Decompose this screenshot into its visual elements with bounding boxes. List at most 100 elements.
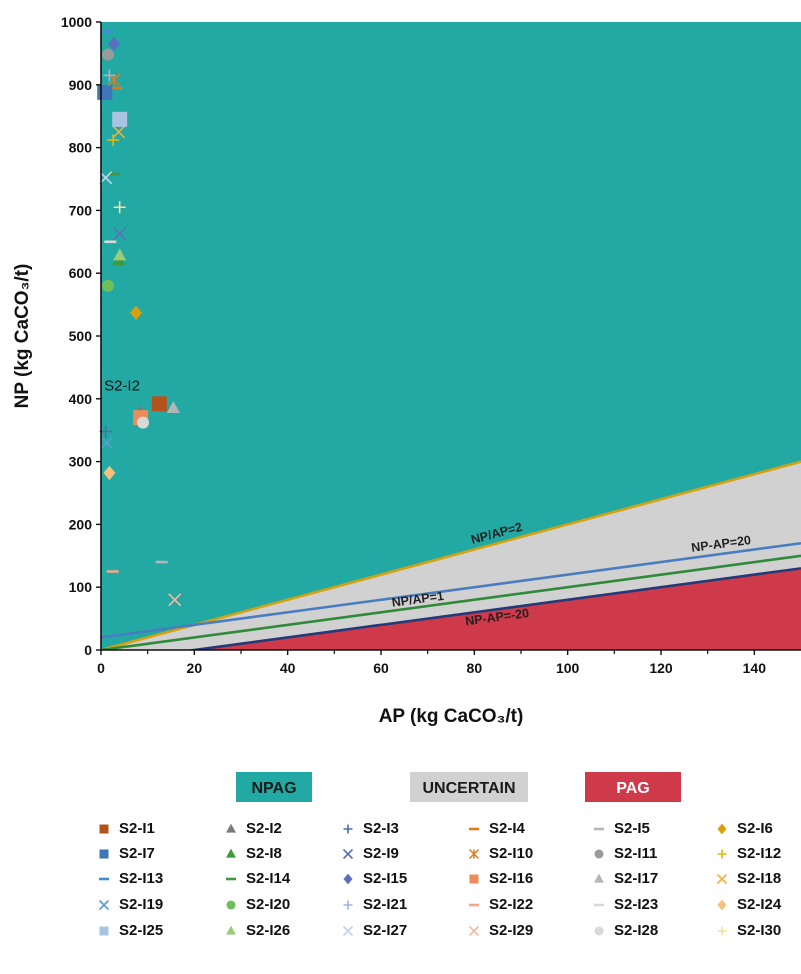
- y-tick-label: 400: [69, 391, 93, 407]
- legend-item-s2-i18: S2-I18: [716, 870, 781, 887]
- legend-marker: [717, 823, 727, 835]
- legend-item-s2-i25: S2-I25: [99, 922, 163, 939]
- point-s2-i26: [113, 248, 127, 261]
- legend-item-s2-i29: S2-I29: [468, 922, 533, 939]
- legend-item-s2-i19: S2-I19: [98, 896, 163, 913]
- legend-marker: [342, 925, 354, 937]
- point-s2-i24: [103, 465, 116, 481]
- legend-marker: [342, 848, 354, 860]
- legend-item-s2-i9: S2-I9: [342, 845, 399, 862]
- legend-label: S2-I7: [119, 845, 155, 862]
- point-s2-i15: [108, 36, 121, 52]
- legend-label: S2-I10: [489, 845, 533, 862]
- legend-label: S2-I25: [119, 922, 163, 939]
- y-tick-label: 600: [69, 265, 93, 281]
- legend-label: S2-I26: [246, 922, 290, 939]
- legend-marker: [99, 824, 109, 834]
- legend-label: S2-I12: [737, 845, 781, 862]
- legend-label: S2-I6: [737, 820, 773, 837]
- legend-label: S2-I21: [363, 896, 407, 913]
- y-tick-label: 500: [69, 328, 93, 344]
- legend-marker: [594, 926, 604, 936]
- legend-label: S2-I15: [363, 870, 407, 887]
- legend-item-s2-i11: S2-I11: [594, 845, 657, 862]
- legend-item-s2-i27: S2-I27: [342, 922, 407, 939]
- point-s2-i12: [107, 134, 120, 147]
- legend-marker: [594, 873, 604, 883]
- point-s2-i17: [166, 401, 180, 414]
- legend-item-s2-i8: S2-I8: [226, 845, 282, 862]
- legend-item-s2-i30: S2-I30: [717, 922, 781, 939]
- legend-marker: [98, 899, 110, 911]
- point-s2-i1: [151, 396, 167, 412]
- legend-marker: [468, 925, 480, 937]
- legend-item-s2-i20: S2-I20: [226, 896, 290, 913]
- legend-marker: [226, 848, 236, 858]
- criterion-line-np-ap-20: [101, 541, 801, 639]
- series-legend: S2-I1 S2-I2 S2-I3 S2-I4 S2-I5 S2-I6 S2-I7 S2-I8…: [98, 820, 782, 939]
- x-tick-label: 100: [556, 660, 580, 676]
- legend-item-s2-i10: S2-I10: [468, 845, 533, 862]
- x-tick-label: 80: [467, 660, 483, 676]
- legend-label: S2-I4: [489, 820, 526, 837]
- legend-label: S2-I2: [246, 820, 282, 837]
- legend-label: S2-I27: [363, 922, 407, 939]
- axes: 0 100 200 300 400 500 600 700 800 900 1000 0 20 40 60 8…: [12, 14, 801, 727]
- legend-item-s2-i7: S2-I7: [99, 845, 155, 862]
- legend-marker: [717, 849, 727, 859]
- legend-label: S2-I17: [614, 870, 658, 887]
- zone-legend: NPAG UNCERTAIN PAG: [236, 772, 681, 802]
- zone-legend-swatch-uncertain: [410, 772, 528, 802]
- legend-label: S2-I3: [363, 820, 399, 837]
- legend-item-s2-i14: S2-I14: [226, 870, 291, 887]
- legend-marker: [716, 873, 728, 885]
- legend-item-s2-i22: S2-I22: [469, 896, 533, 913]
- legend-item-s2-i21: S2-I21: [343, 896, 407, 913]
- legend-item-s2-i4: S2-I4: [469, 820, 526, 837]
- x-tick-label: 140: [743, 660, 767, 676]
- y-axis-title: NP (kg CaCO₃/t): [12, 264, 33, 409]
- legend-marker: [226, 900, 236, 910]
- point-s2-i9: [113, 227, 127, 241]
- legend-label: S2-I11: [614, 845, 657, 862]
- legend-label: S2-I19: [119, 896, 163, 913]
- legend-label: S2-I30: [737, 922, 781, 939]
- annotation-s2-i2: S2-I2: [104, 378, 140, 395]
- legend-marker: [717, 899, 727, 911]
- legend-label: S2-I13: [119, 870, 163, 887]
- legend-item-s2-i13: S2-I13: [99, 870, 163, 887]
- legend-label: S2-I9: [363, 845, 399, 862]
- legend-item-s2-i5: S2-I5: [594, 820, 650, 837]
- point-s2-i29: [168, 593, 182, 607]
- point-s2-i21: [103, 69, 116, 82]
- criterion-line-np-ap-20: [184, 567, 801, 650]
- legend-marker: [99, 849, 109, 859]
- x-tick-label: 40: [280, 660, 296, 676]
- legend-item-s2-i26: S2-I26: [226, 922, 290, 939]
- zone-legend-label-npag: NPAG: [251, 780, 296, 797]
- y-tick-label: 900: [69, 77, 93, 93]
- plot-clip-group: [101, 22, 801, 650]
- legend-item-s2-i12: S2-I12: [717, 845, 781, 862]
- criterion-line-np-ap-2: [101, 460, 801, 650]
- y-tick-label: 100: [69, 579, 93, 595]
- x-tick-label: 0: [97, 660, 105, 676]
- legend-item-s2-i3: S2-I3: [343, 820, 399, 837]
- legend-marker: [343, 900, 353, 910]
- y-tick-label: 1000: [61, 14, 92, 30]
- legend-item-s2-i24: S2-I24: [717, 896, 782, 913]
- legend-label: S2-I5: [614, 820, 650, 837]
- legend-label: S2-I29: [489, 922, 533, 939]
- point-s2-i19: [100, 436, 114, 450]
- legend-marker: [226, 823, 236, 833]
- x-axis-title: AP (kg CaCO₃/t): [379, 706, 524, 727]
- legend-item-s2-i17: S2-I17: [594, 870, 658, 887]
- zone-legend-label-pag: PAG: [616, 780, 649, 797]
- legend-marker: [469, 874, 479, 884]
- y-tick-label: 200: [69, 516, 93, 532]
- legend-marker: [226, 925, 236, 935]
- legend-item-s2-i16: S2-I16: [469, 870, 533, 887]
- x-tick-label: 120: [649, 660, 673, 676]
